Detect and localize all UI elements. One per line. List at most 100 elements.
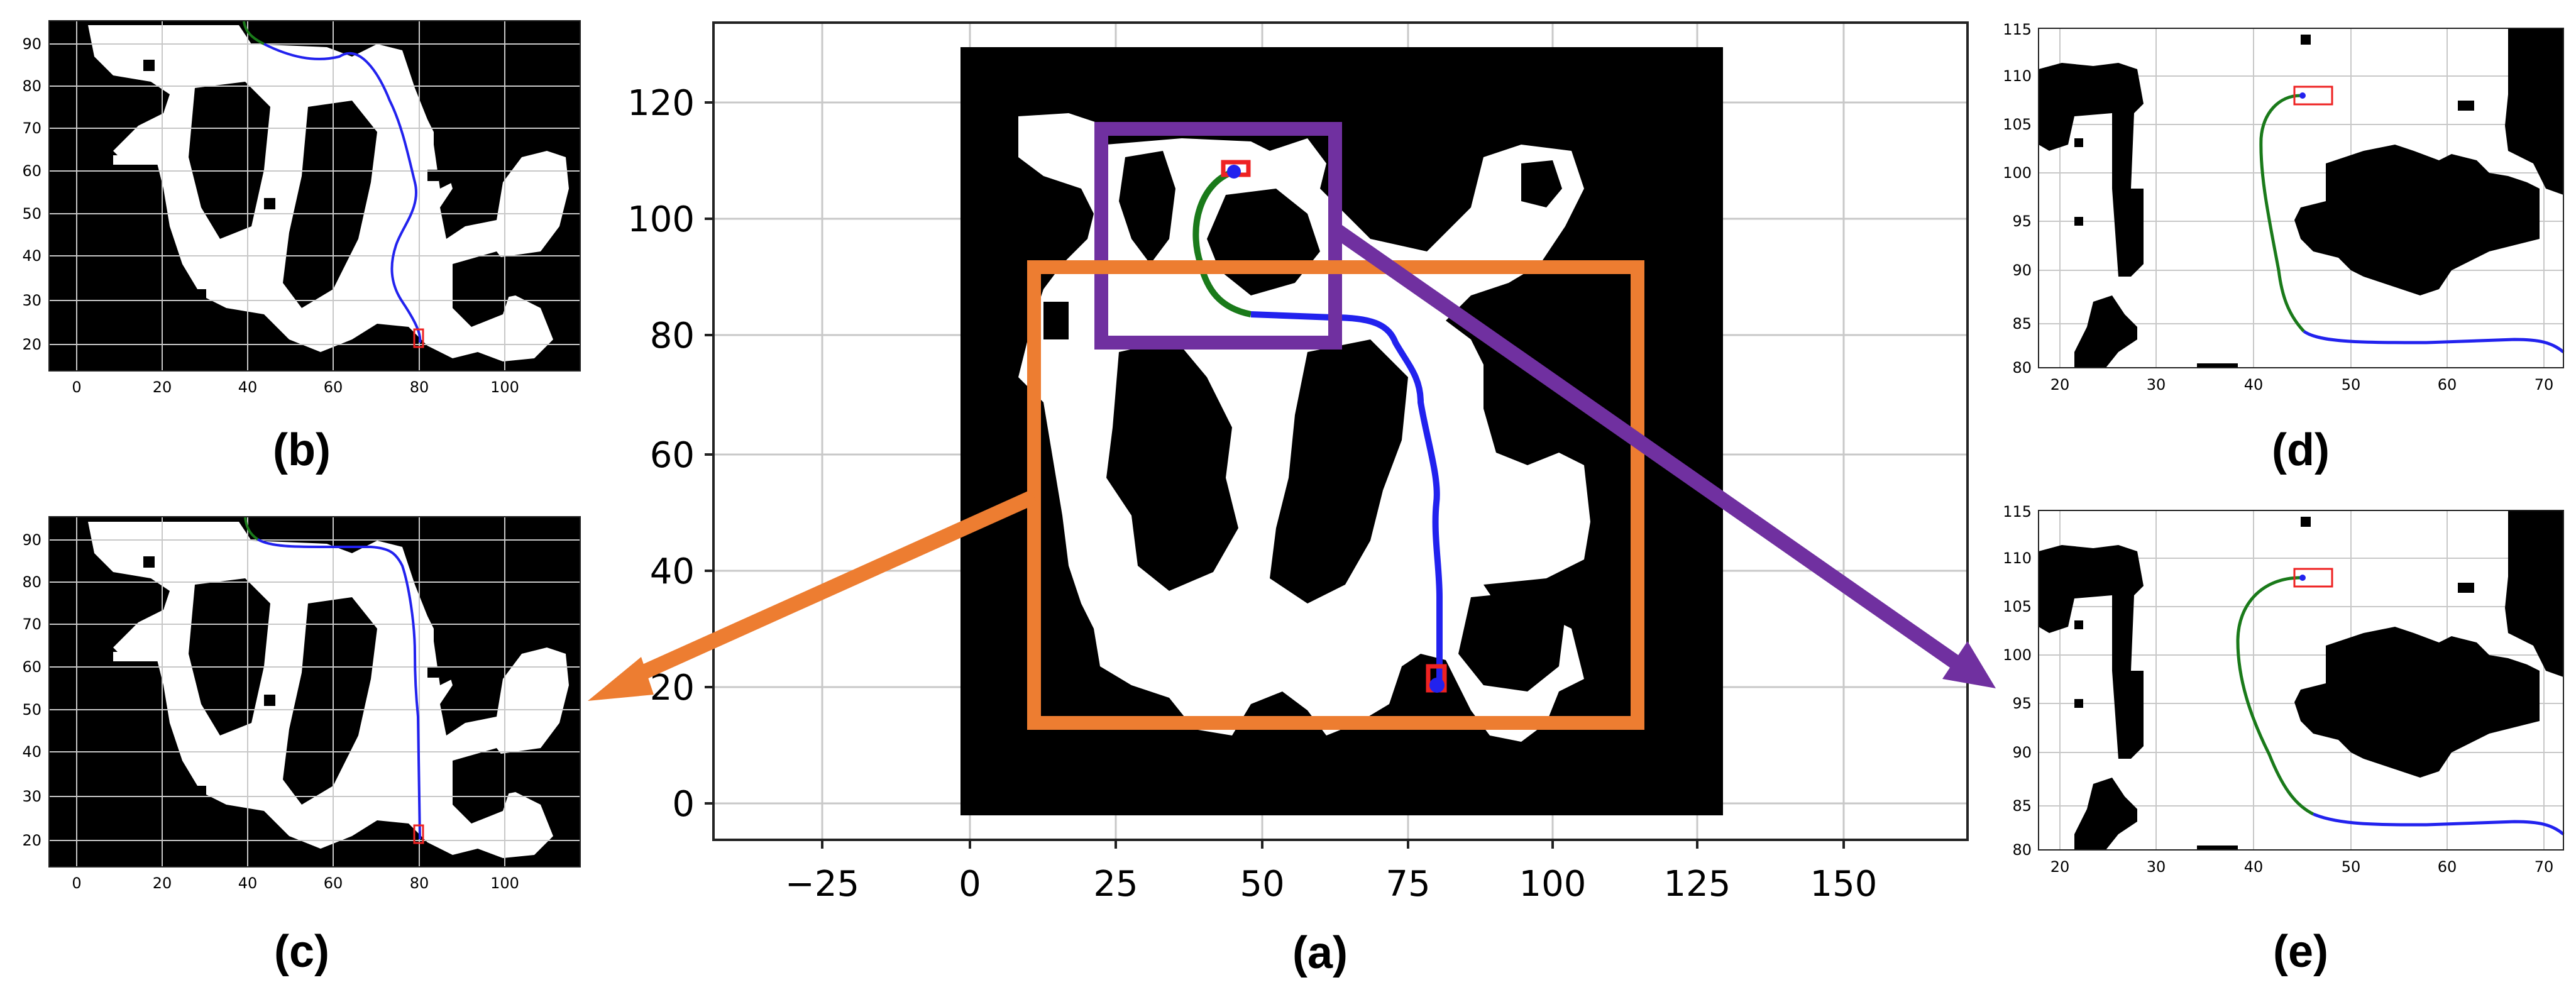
panel-c-ytick: 30 <box>22 788 41 805</box>
panel-e-obstacle-strip <box>2197 846 2238 850</box>
panel-e: 20 30 40 50 60 70 80 85 90 95 100 105 11… <box>2003 503 2565 977</box>
panel-c-caption: (c) <box>274 927 329 977</box>
panel-d-caption: (d) <box>2272 425 2330 475</box>
panel-b-ytick: 20 <box>22 336 41 353</box>
panel-b-ytick: 60 <box>22 162 41 180</box>
panel-d-obstacle-left <box>2039 63 2144 277</box>
panel-c-obstacle-square <box>143 556 155 568</box>
panel-b-frame <box>48 20 581 372</box>
panel-b-ytick: 90 <box>22 35 41 53</box>
panel-e-obstacle-square <box>2301 517 2311 527</box>
zoom-arrow-orange-shaft <box>625 490 1037 686</box>
panel-a-obstacle-notch <box>1043 302 1069 339</box>
panel-e-ytick: 115 <box>2003 503 2032 521</box>
panel-c-obstacle-square <box>195 786 206 797</box>
panel-a-path-main <box>1250 311 1443 685</box>
panel-a-start-point <box>1429 678 1445 693</box>
panel-e-obstacle-right <box>2505 510 2563 677</box>
panel-e-ytick: 105 <box>2003 598 2032 615</box>
panel-c-ytick-labels: 20 30 40 50 60 70 80 90 <box>22 531 41 849</box>
panel-d-xtick: 60 <box>2438 376 2457 394</box>
panel-c-ytick: 50 <box>22 701 41 719</box>
panel-d-goal-marker <box>2293 85 2333 106</box>
panel-e-ytick-labels: 80 85 90 95 100 105 110 115 <box>2003 503 2032 859</box>
panel-b-grid <box>49 21 580 371</box>
panel-a: −25 0 25 50 75 100 125 150 0 20 40 60 80… <box>627 21 1969 978</box>
panel-d-path-start <box>2259 94 2305 333</box>
panel-e-xtick: 30 <box>2147 858 2166 876</box>
panel-e-xtick: 60 <box>2438 858 2457 876</box>
panel-d-xtick: 40 <box>2244 376 2264 394</box>
panel-a-ytick-marks <box>705 101 713 805</box>
panel-e-obstacle-square <box>2074 620 2083 629</box>
panel-a-zoom-box-orange <box>1027 260 1644 730</box>
panel-b-xtick: 100 <box>490 378 519 396</box>
panel-b: 0 20 40 60 80 100 20 30 40 50 60 70 80 9… <box>22 20 581 475</box>
panel-a-xtick-marks <box>821 840 1845 849</box>
panel-e-ytick: 95 <box>2012 695 2032 712</box>
panel-a-ytick: 80 <box>650 316 695 356</box>
panel-e-xtick: 50 <box>2342 858 2361 876</box>
panel-c-obstacle-c <box>453 748 515 823</box>
panel-c-start-marker <box>413 824 424 844</box>
panel-a-ytick: 60 <box>650 435 695 476</box>
panel-a-ytick-labels: 0 20 40 60 80 100 120 <box>627 83 695 825</box>
panel-c-xtick-labels: 0 20 40 60 80 100 <box>72 874 519 892</box>
panel-c-xtick: 0 <box>72 874 81 892</box>
panel-e-obstacle-left <box>2039 545 2144 759</box>
panel-c-obstacle-a <box>189 578 270 735</box>
panel-d: 20 30 40 50 60 70 80 85 90 95 100 105 11… <box>2003 21 2565 475</box>
panel-b-ytick: 50 <box>22 205 41 223</box>
panel-d-ytick: 115 <box>2003 21 2032 38</box>
panel-b-xtick: 0 <box>72 378 81 396</box>
panel-e-ytick: 100 <box>2003 646 2032 664</box>
panel-b-path-start <box>243 21 265 45</box>
panel-e-xtick: 40 <box>2244 858 2264 876</box>
panel-a-xtick: −25 <box>785 864 859 905</box>
panel-e-ytick: 80 <box>2012 841 2032 859</box>
panel-c-obstacle-square <box>427 666 439 678</box>
panel-c-ytick: 80 <box>22 573 41 591</box>
panel-e-ytick: 90 <box>2012 744 2032 761</box>
panel-b-obstacle-d <box>434 82 478 189</box>
panel-e-obstacle-bottom-left <box>2074 778 2137 850</box>
panel-c-obstacle-square <box>264 695 275 706</box>
panel-d-ytick: 90 <box>2012 262 2032 279</box>
panel-e-xtick: 70 <box>2535 858 2554 876</box>
panel-e-xtick-labels: 20 30 40 50 60 70 <box>2050 858 2554 876</box>
panel-c-obstacle-b <box>283 597 377 805</box>
panel-c: 0 20 40 60 80 100 20 30 40 50 60 70 80 9… <box>22 516 581 977</box>
panel-d-obstacle-bottom-left <box>2074 295 2137 368</box>
panel-c-xtick: 100 <box>490 874 519 892</box>
panel-b-path-main <box>263 43 422 343</box>
panel-a-xtick: 25 <box>1093 864 1138 905</box>
panel-b-obstacle-square <box>427 170 439 181</box>
panel-a-obstacle-lower-left <box>1106 339 1238 591</box>
panel-b-obstacle-a <box>189 82 270 239</box>
panel-e-path-start <box>2236 576 2315 816</box>
panel-c-xtick: 40 <box>238 874 258 892</box>
panel-a-ytick: 120 <box>627 83 695 124</box>
panel-c-path-main <box>256 538 421 840</box>
panel-d-path-main <box>2303 329 2565 353</box>
panel-d-ytick: 100 <box>2003 164 2032 182</box>
panel-d-ytick: 85 <box>2012 315 2032 333</box>
panel-a-xtick: 50 <box>1240 864 1284 905</box>
panel-a-ytick: 40 <box>650 551 695 592</box>
panel-a-xtick: 75 <box>1385 864 1430 905</box>
panel-b-xtick: 40 <box>238 378 258 396</box>
zoom-arrow-purple-shaft <box>1331 223 1966 673</box>
panel-d-xtick: 70 <box>2535 376 2554 394</box>
panel-a-obstacle-lower-center <box>1270 339 1408 603</box>
panel-a-xtick: 125 <box>1664 864 1731 905</box>
panel-e-goal-point <box>2299 575 2306 581</box>
panel-e-obstacle-square <box>2458 583 2474 593</box>
panel-e-frame <box>2038 510 2564 851</box>
panel-c-xtick: 80 <box>410 874 429 892</box>
panel-d-xtick: 50 <box>2342 376 2361 394</box>
panel-a-xtick: 0 <box>959 864 981 905</box>
zoom-arrow-orange <box>588 490 1037 701</box>
panel-c-path-start <box>244 517 259 541</box>
panel-b-ytick: 70 <box>22 119 41 137</box>
zoom-arrow-orange-head <box>588 657 654 701</box>
